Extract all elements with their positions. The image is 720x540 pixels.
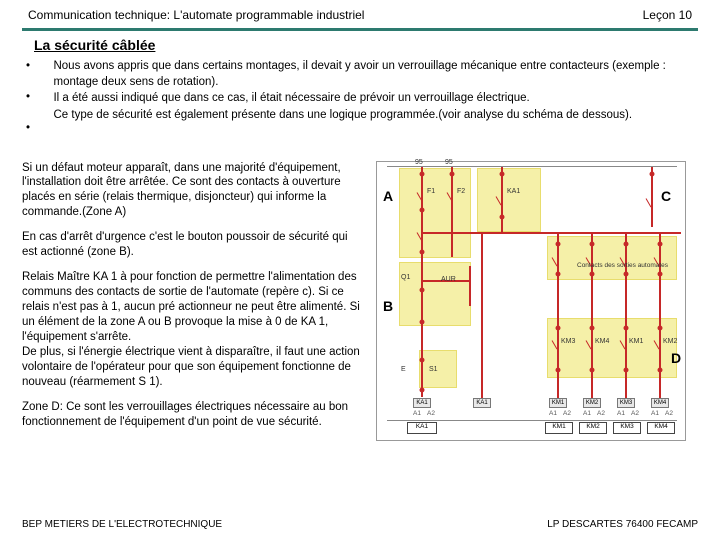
label: F2	[457, 188, 465, 195]
footer-left: BEP METIERS DE L'ELECTROTECHNIQUE	[22, 519, 222, 530]
terminal-a1: A1	[413, 410, 421, 417]
coil: KM4	[651, 398, 669, 408]
legend-box: KM4	[647, 422, 675, 434]
label: 95	[445, 159, 453, 166]
header-title: Communication technique: L'automate prog…	[28, 8, 364, 22]
terminal-a1: A1	[617, 410, 625, 417]
terminal-a2: A2	[631, 410, 639, 417]
coil: KM2	[583, 398, 601, 408]
label: KM3	[561, 338, 575, 345]
header-rule	[22, 28, 698, 31]
coil: KM1	[549, 398, 567, 408]
legend-box: KM2	[579, 422, 607, 434]
bullet-marker: •	[26, 121, 37, 137]
terminal-a1: A1	[583, 410, 591, 417]
label: S1	[429, 366, 438, 373]
legend-box: KA1	[407, 422, 437, 434]
label: KA1	[507, 188, 520, 195]
zone-label-b: B	[383, 298, 393, 314]
zone-label-c: C	[661, 188, 671, 204]
header-lesson: Leçon 10	[643, 8, 692, 22]
bullet-item: Nous avons appris que dans certains mont…	[53, 59, 694, 90]
legend-box: KM3	[613, 422, 641, 434]
wiring-diagram: A B C D	[376, 161, 686, 441]
section-title: La sécurité câblée	[34, 37, 698, 53]
label: F1	[427, 188, 435, 195]
coil-ka1: KA1	[413, 398, 431, 408]
legend-box: KM1	[545, 422, 573, 434]
label: E	[401, 366, 406, 373]
terminal-a2: A2	[665, 410, 673, 417]
bullet-list: • • • Nous avons appris que dans certain…	[26, 59, 694, 153]
terminal-a2: A2	[427, 410, 435, 417]
bullet-item: Il a été aussi indiqué que dans ce cas, …	[53, 91, 694, 107]
contacts-text: Contacts des sorties automates	[577, 262, 657, 269]
coil-ka1: KA1	[473, 398, 491, 408]
paragraph-zone-c: Relais Maître KA 1 à pour fonction de pe…	[22, 270, 366, 390]
terminal-a1: A1	[549, 410, 557, 417]
highlight-zone	[399, 168, 471, 258]
label: KM2	[663, 338, 677, 345]
paragraph-zone-a: Si un défaut moteur apparaît, dans une m…	[22, 161, 366, 221]
footer-right: LP DESCARTES 76400 FECAMP	[547, 519, 698, 530]
paragraph-zone-d: Zone D: Ce sont les verrouillages électr…	[22, 400, 366, 430]
coil: KM3	[617, 398, 635, 408]
label: KM4	[595, 338, 609, 345]
label: KM1	[629, 338, 643, 345]
bullet-marker: •	[26, 59, 37, 75]
highlight-zone	[399, 262, 471, 326]
terminal-a2: A2	[563, 410, 571, 417]
terminal-a1: A1	[651, 410, 659, 417]
zone-label-a: A	[383, 188, 393, 204]
highlight-zone	[477, 168, 541, 232]
bullet-item: Ce type de sécurité est également présen…	[53, 108, 694, 124]
label: Q1	[401, 274, 410, 281]
bullet-marker: •	[26, 90, 37, 106]
label: AUR	[441, 276, 456, 283]
highlight-zone	[419, 350, 457, 388]
label: 95	[415, 159, 423, 166]
paragraph-zone-b: En cas d'arrêt d'urgence c'est le bouton…	[22, 230, 366, 260]
terminal-a2: A2	[597, 410, 605, 417]
zone-label-d: D	[671, 350, 681, 366]
